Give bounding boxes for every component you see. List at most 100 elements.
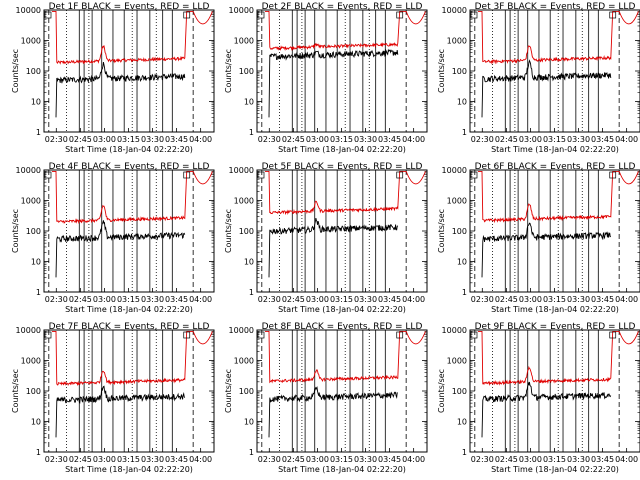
y-tick-label: 10 bbox=[457, 418, 467, 427]
x-tick-label: 03:00 bbox=[306, 295, 329, 304]
y-tick-label: 10 bbox=[31, 98, 41, 107]
x-tick-label: 03:00 bbox=[93, 455, 116, 464]
y-tick-label: 10 bbox=[457, 258, 467, 267]
corner-marker bbox=[183, 171, 191, 179]
corner-marker bbox=[44, 331, 52, 339]
x-tick-label: 03:00 bbox=[519, 295, 542, 304]
red-series-line bbox=[265, 170, 407, 216]
x-tick-label: 02:45 bbox=[282, 135, 305, 144]
red-series-dip bbox=[192, 171, 213, 185]
plot-frame bbox=[43, 329, 215, 453]
x-axis-label: Start Time (18-Jan-04 02:22:20) bbox=[65, 465, 193, 474]
x-tick-label: 02:45 bbox=[495, 295, 518, 304]
y-axis-label: Counts/sec bbox=[11, 209, 20, 253]
y-tick-label: 1000 bbox=[234, 197, 254, 206]
x-tick-label: 03:15 bbox=[543, 295, 566, 304]
red-series-line bbox=[52, 330, 194, 387]
y-tick-label: 1 bbox=[36, 448, 41, 457]
red-series-line bbox=[265, 10, 407, 51]
x-tick-label: 02:45 bbox=[282, 295, 305, 304]
panel-4: Det 4F BLACK = Events, RED = LLD 02:30 02:… bbox=[11, 162, 215, 314]
x-tick-label: 03:45 bbox=[378, 455, 401, 464]
plot-frame bbox=[469, 169, 640, 293]
y-axis-label: Counts/sec bbox=[437, 49, 446, 93]
x-tick-label: 03:00 bbox=[519, 455, 542, 464]
corner-marker bbox=[183, 331, 191, 339]
y-tick-label: 1 bbox=[462, 288, 467, 297]
y-tick-label: 1 bbox=[249, 128, 254, 137]
corner-marker bbox=[257, 171, 265, 179]
y-axis-label: Counts/sec bbox=[437, 209, 446, 253]
x-tick-label: 03:45 bbox=[378, 135, 401, 144]
y-tick-label: 10000 bbox=[229, 6, 254, 15]
y-tick-label: 10 bbox=[244, 418, 254, 427]
panel-title: Det 9F BLACK = Events, RED = LLD bbox=[475, 322, 636, 332]
y-tick-label: 10000 bbox=[442, 6, 467, 15]
x-tick-label: 03:45 bbox=[378, 295, 401, 304]
y-axis-label: Counts/sec bbox=[11, 369, 20, 413]
panel-title: Det 6F BLACK = Events, RED = LLD bbox=[475, 162, 636, 172]
panel-title: Det 4F BLACK = Events, RED = LLD bbox=[49, 162, 210, 172]
x-tick-label: 03:45 bbox=[165, 455, 188, 464]
y-tick-label: 100 bbox=[452, 387, 467, 396]
y-tick-label: 100 bbox=[26, 387, 41, 396]
red-series-line bbox=[265, 330, 407, 384]
red-series-line bbox=[478, 10, 620, 65]
x-tick-label: 03:00 bbox=[93, 295, 116, 304]
plot-frame bbox=[256, 9, 428, 133]
black-series-line bbox=[268, 48, 399, 118]
x-tick-label: 03:45 bbox=[591, 135, 614, 144]
y-axis-label: Counts/sec bbox=[224, 369, 233, 413]
y-tick-label: 1 bbox=[462, 128, 467, 137]
x-tick-label: 04:00 bbox=[189, 455, 212, 464]
x-tick-label: 02:30 bbox=[258, 295, 281, 304]
panel-3: Det 3F BLACK = Events, RED = LLD 02:30 02:… bbox=[437, 2, 640, 154]
x-axis-label: Start Time (18-Jan-04 02:22:20) bbox=[491, 305, 619, 314]
x-tick-label: 04:00 bbox=[402, 295, 425, 304]
y-tick-label: 100 bbox=[239, 227, 254, 236]
x-tick-label: 03:15 bbox=[117, 135, 140, 144]
y-tick-label: 1000 bbox=[21, 197, 41, 206]
y-tick-label: 10000 bbox=[16, 326, 41, 335]
black-series-line bbox=[268, 218, 399, 278]
panel-title: Det 7F BLACK = Events, RED = LLD bbox=[49, 322, 210, 332]
y-tick-label: 10 bbox=[31, 418, 41, 427]
y-tick-label: 100 bbox=[26, 227, 41, 236]
x-tick-label: 04:00 bbox=[615, 455, 638, 464]
x-tick-label: 03:15 bbox=[117, 295, 140, 304]
y-tick-label: 10000 bbox=[442, 326, 467, 335]
panel-1: Det 1F BLACK = Events, RED = LLD 02:30 02:… bbox=[11, 2, 215, 154]
x-tick-label: 02:30 bbox=[45, 135, 68, 144]
y-tick-label: 10 bbox=[244, 98, 254, 107]
corner-marker bbox=[44, 11, 52, 19]
y-tick-label: 100 bbox=[239, 67, 254, 76]
corner-marker bbox=[609, 11, 617, 19]
x-tick-label: 03:15 bbox=[330, 295, 353, 304]
y-axis-label: Counts/sec bbox=[224, 209, 233, 253]
y-tick-label: 1000 bbox=[447, 197, 467, 206]
x-axis-label: Start Time (18-Jan-04 02:22:20) bbox=[278, 305, 406, 314]
panel-2: Det 2F BLACK = Events, RED = LLD 02:30 02:… bbox=[224, 2, 428, 154]
red-series-dip bbox=[192, 331, 213, 345]
x-tick-label: 02:30 bbox=[45, 295, 68, 304]
x-tick-label: 03:15 bbox=[543, 135, 566, 144]
x-tick-label: 03:30 bbox=[141, 455, 164, 464]
y-tick-label: 1000 bbox=[447, 37, 467, 46]
y-tick-label: 100 bbox=[452, 227, 467, 236]
black-series-line bbox=[55, 220, 186, 278]
y-tick-label: 10 bbox=[457, 98, 467, 107]
corner-marker bbox=[257, 331, 265, 339]
y-tick-label: 10 bbox=[244, 258, 254, 267]
y-tick-label: 100 bbox=[452, 67, 467, 76]
panel-6: Det 6F BLACK = Events, RED = LLD 02:30 02:… bbox=[437, 162, 640, 314]
y-tick-label: 1 bbox=[462, 448, 467, 457]
red-series-dip bbox=[618, 331, 639, 345]
black-series-line bbox=[481, 381, 612, 438]
x-axis-label: Start Time (18-Jan-04 02:22:20) bbox=[65, 145, 193, 154]
y-tick-label: 1 bbox=[249, 288, 254, 297]
x-axis-label: Start Time (18-Jan-04 02:22:20) bbox=[65, 305, 193, 314]
red-series-dip bbox=[618, 11, 639, 25]
red-series-dip bbox=[405, 331, 426, 345]
y-tick-label: 10000 bbox=[442, 166, 467, 175]
x-tick-label: 03:30 bbox=[354, 135, 377, 144]
